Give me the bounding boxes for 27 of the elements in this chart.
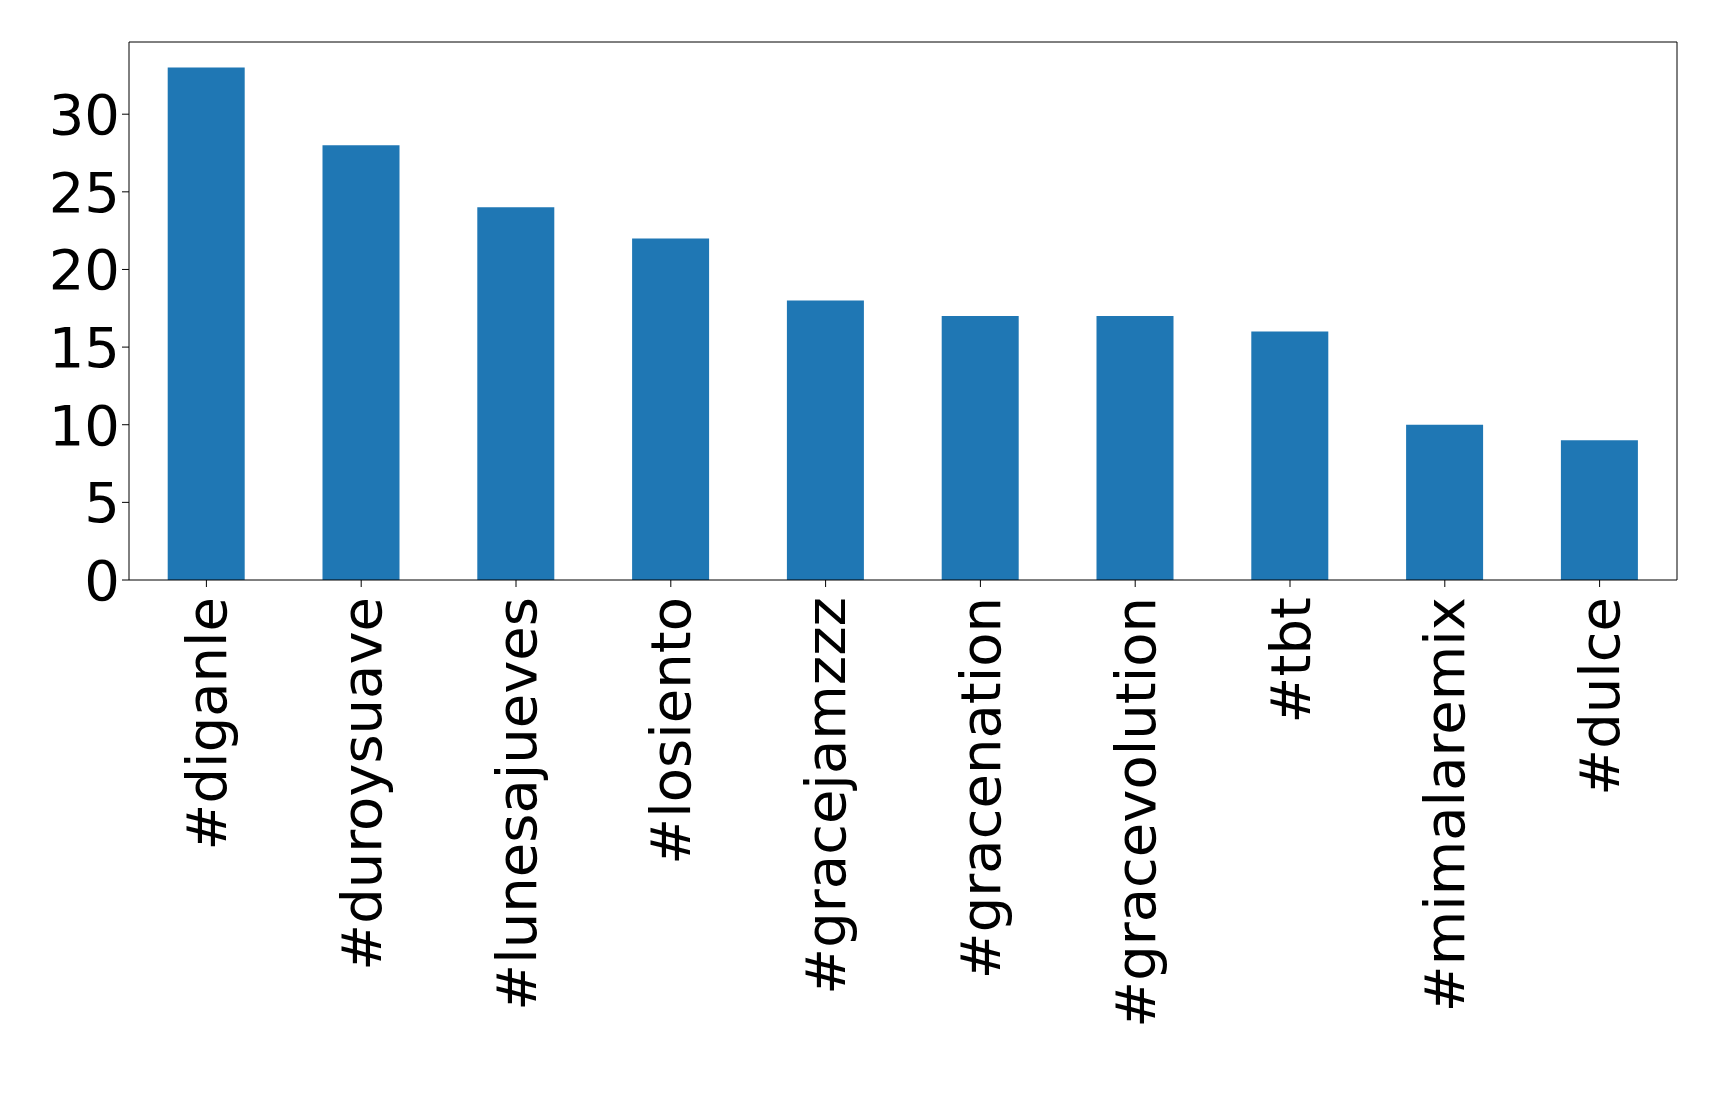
x-tick-label: #diganle <box>173 597 239 851</box>
y-tick-label: 0 <box>84 547 120 613</box>
bar <box>1560 440 1638 580</box>
bar <box>167 67 245 580</box>
y-tick-label: 30 <box>48 82 120 148</box>
y-tick-label: 5 <box>84 470 120 536</box>
x-tick-label: #duroysuave <box>328 597 394 971</box>
bar <box>1406 424 1484 580</box>
y-tick-label: 10 <box>48 392 120 458</box>
bar <box>477 207 555 580</box>
x-tick-label: #gracejamzzz <box>793 597 859 995</box>
bar <box>322 145 400 580</box>
x-tick-label: #dulce <box>1567 597 1633 796</box>
bar <box>1251 331 1329 580</box>
bar <box>1096 316 1174 580</box>
y-tick-label: 15 <box>48 314 120 380</box>
bar <box>786 300 864 580</box>
x-tick-label: #mimalaremix <box>1412 597 1478 1013</box>
bar <box>941 316 1019 580</box>
y-tick-label: 25 <box>48 159 120 225</box>
bar <box>632 238 710 580</box>
x-tick-label: #gracenation <box>947 597 1013 980</box>
x-tick-label: #lunesajueves <box>483 597 549 1011</box>
x-tick-label: #tbt <box>1257 597 1323 724</box>
x-tick-label: #losiento <box>638 597 704 865</box>
x-tick-label: #gracevolution <box>1102 597 1168 1028</box>
y-tick-label: 20 <box>48 237 120 303</box>
